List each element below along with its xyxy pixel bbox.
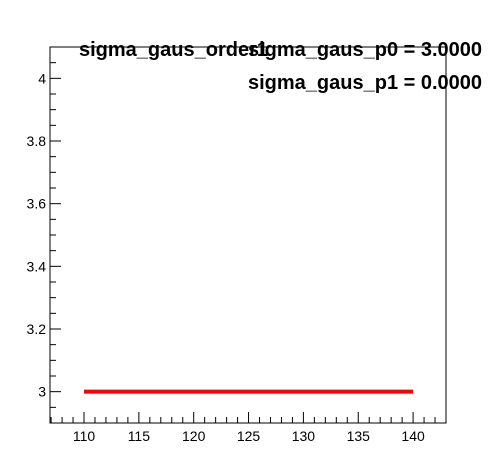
- x-tick-label: 125: [237, 428, 261, 444]
- y-tick-label: 4: [38, 70, 46, 86]
- y-tick-label: 3.4: [27, 258, 47, 274]
- axis-ticks: [50, 46, 447, 424]
- x-tick-label: 140: [401, 428, 425, 444]
- x-tick-label: 130: [292, 428, 316, 444]
- plot-frame: [49, 46, 447, 424]
- y-tick-label: 3.6: [27, 196, 47, 212]
- x-tick-label: 135: [347, 428, 371, 444]
- y-tick-label: 3.8: [27, 133, 47, 149]
- y-tick-label: 3.2: [27, 321, 47, 337]
- stat-p1: sigma_gaus_p1 = 0.0000: [248, 72, 482, 94]
- stat-p0: sigma_gaus_p0 = 3.0000: [248, 39, 482, 61]
- chart-title: sigma_gaus_order1: [79, 39, 268, 61]
- x-tick-label: 115: [128, 428, 151, 444]
- tick-labels: 110 115 120 125 130 135 140 3 3.2 3.4 3.6 3.8 4: [27, 70, 425, 444]
- x-tick-label: 120: [182, 428, 206, 444]
- y-tick-label: 3: [38, 384, 46, 400]
- x-tick-label: 110: [73, 428, 96, 444]
